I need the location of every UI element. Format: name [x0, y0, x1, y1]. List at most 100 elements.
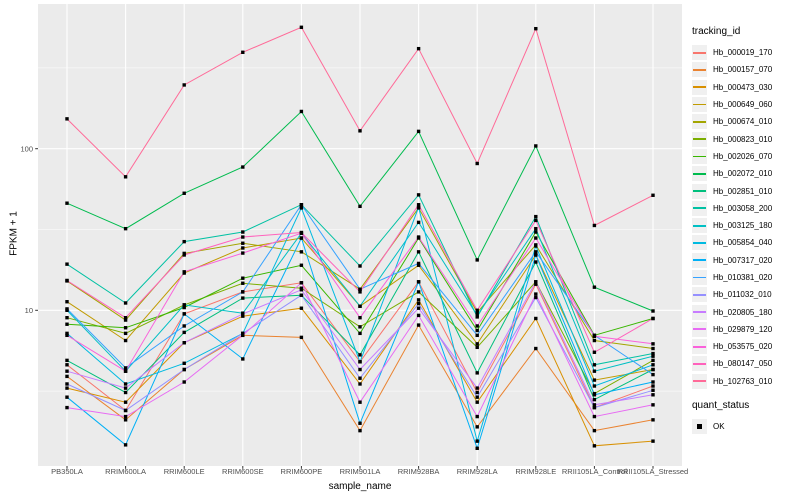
legend-label: Hb_002026_070 [713, 151, 773, 161]
legend-entry-Hb_010381_020: Hb_010381_020 [692, 269, 800, 286]
point-marker [182, 305, 186, 310]
point-marker [475, 414, 479, 419]
y-tick-label: 100 [20, 144, 33, 153]
legend-label: Hb_053575_020 [713, 342, 773, 352]
point-marker [65, 117, 69, 121]
point-marker [358, 290, 362, 294]
point-marker [241, 251, 245, 255]
point-marker [534, 26, 538, 31]
point-marker [182, 253, 186, 257]
point-marker [358, 360, 362, 364]
point-marker [651, 354, 655, 358]
black-square-marker-icon [697, 424, 702, 429]
point-marker [416, 263, 421, 267]
point-marker [416, 290, 421, 294]
point-marker [475, 333, 479, 338]
point-marker [475, 446, 479, 450]
point-marker [241, 314, 245, 318]
point-marker [65, 201, 69, 205]
point-marker [123, 331, 128, 336]
legend-line-swatch-icon [693, 311, 706, 313]
point-marker [416, 220, 421, 225]
point-marker [416, 203, 421, 207]
point-marker [592, 403, 597, 407]
point-marker [534, 292, 538, 296]
legend-label: Hb_005854_040 [713, 238, 773, 248]
legend-key [692, 252, 707, 268]
point-marker [182, 270, 186, 274]
legend-key [692, 218, 707, 234]
point-marker [299, 306, 304, 310]
legend-key [692, 45, 707, 61]
point-marker [123, 338, 128, 343]
legend-label: Hb_000674_010 [713, 117, 773, 127]
point-marker [592, 334, 597, 339]
legend-key [692, 200, 707, 216]
x-tick-label: RRIM600LA [105, 467, 146, 476]
point-marker [241, 331, 245, 336]
legend-label: Hb_011032_010 [713, 290, 772, 300]
point-marker [65, 395, 69, 399]
point-marker [358, 400, 362, 404]
point-marker [592, 393, 597, 397]
y-axis-title: FPKM + 1 [8, 211, 20, 256]
point-marker [123, 366, 128, 370]
point-marker [592, 384, 597, 388]
point-marker [299, 293, 304, 297]
point-marker [123, 400, 128, 404]
point-marker [416, 280, 421, 284]
point-marker [651, 367, 655, 372]
point-marker [123, 301, 128, 305]
point-marker [182, 191, 186, 195]
point-marker [416, 306, 421, 310]
x-axis-title: sample_name [328, 481, 392, 492]
point-marker [475, 313, 479, 318]
legend-entry-Hb_020805_180: Hb_020805_180 [692, 303, 800, 320]
point-marker [123, 315, 128, 320]
point-marker [65, 322, 69, 326]
point-marker [65, 331, 69, 336]
point-marker [123, 443, 128, 447]
legend-quant-section: quant_status OK [692, 400, 800, 435]
legend-label: Hb_002072_010 [713, 169, 773, 179]
legend-label: Hb_010381_020 [713, 273, 773, 282]
legend-key [692, 339, 707, 355]
point-marker [416, 46, 421, 51]
point-marker [475, 400, 479, 404]
x-tick-label: RRIM928LA [457, 467, 498, 476]
point-marker [475, 161, 479, 166]
legend-key [692, 148, 707, 164]
point-marker [475, 395, 479, 399]
point-marker [416, 193, 421, 197]
legend-key [692, 183, 707, 199]
point-marker [299, 335, 304, 340]
point-marker [651, 193, 655, 197]
legend-line-swatch-icon [693, 380, 706, 383]
point-marker [534, 282, 538, 286]
point-marker [358, 304, 362, 308]
point-marker [592, 414, 597, 419]
legend-label: Hb_007317_020 [713, 255, 773, 265]
legend-line-swatch-icon [693, 138, 706, 141]
point-marker [299, 250, 304, 254]
point-marker [358, 376, 362, 380]
point-marker [651, 342, 655, 346]
point-marker [534, 144, 538, 148]
point-marker [65, 405, 69, 410]
point-marker [416, 298, 421, 302]
point-marker [182, 330, 186, 335]
legend-line-swatch-icon [693, 259, 706, 262]
point-marker [241, 296, 245, 300]
legend-line-swatch-icon [693, 276, 706, 279]
point-marker [534, 230, 538, 234]
point-marker [651, 418, 655, 422]
point-marker [65, 358, 69, 363]
legend-line-swatch-icon [693, 120, 706, 123]
legend-title-tracking-id: tracking_id [692, 26, 741, 37]
legend-key [692, 97, 707, 113]
point-marker [299, 203, 304, 207]
point-marker [651, 358, 655, 363]
point-marker [65, 369, 69, 373]
point-marker [241, 312, 245, 316]
